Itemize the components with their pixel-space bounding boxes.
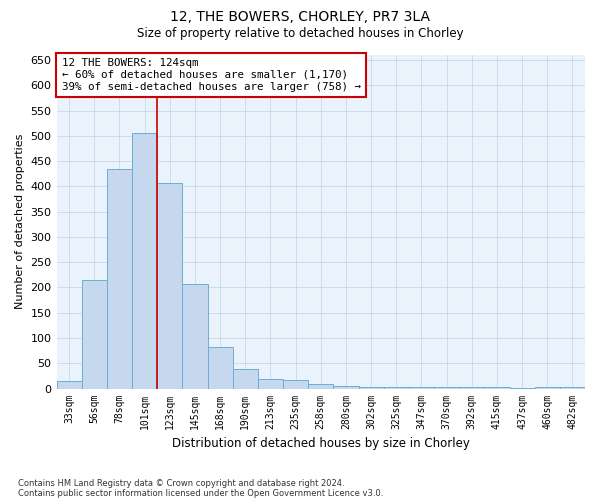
Bar [283, 380, 308, 388]
X-axis label: Distribution of detached houses by size in Chorley: Distribution of detached houses by size … [172, 437, 470, 450]
Bar [409, 387, 434, 388]
Text: Contains public sector information licensed under the Open Government Licence v3: Contains public sector information licen… [18, 488, 383, 498]
Bar [107, 168, 132, 388]
Bar [560, 387, 585, 388]
Bar [359, 386, 383, 388]
Bar [132, 134, 157, 388]
Y-axis label: Number of detached properties: Number of detached properties [15, 134, 25, 310]
Text: Contains HM Land Registry data © Crown copyright and database right 2024.: Contains HM Land Registry data © Crown c… [18, 478, 344, 488]
Text: 12, THE BOWERS, CHORLEY, PR7 3LA: 12, THE BOWERS, CHORLEY, PR7 3LA [170, 10, 430, 24]
Bar [334, 386, 359, 388]
Bar [82, 280, 107, 388]
Bar [208, 346, 233, 389]
Text: 12 THE BOWERS: 124sqm
← 60% of detached houses are smaller (1,170)
39% of semi-d: 12 THE BOWERS: 124sqm ← 60% of detached … [62, 58, 361, 92]
Bar [308, 384, 334, 388]
Bar [182, 284, 208, 389]
Bar [233, 370, 258, 388]
Text: Size of property relative to detached houses in Chorley: Size of property relative to detached ho… [137, 28, 463, 40]
Bar [459, 387, 484, 388]
Bar [157, 183, 182, 388]
Bar [383, 387, 409, 388]
Bar [56, 381, 82, 388]
Bar [258, 380, 283, 388]
Bar [535, 387, 560, 388]
Bar [484, 387, 509, 388]
Bar [434, 387, 459, 388]
